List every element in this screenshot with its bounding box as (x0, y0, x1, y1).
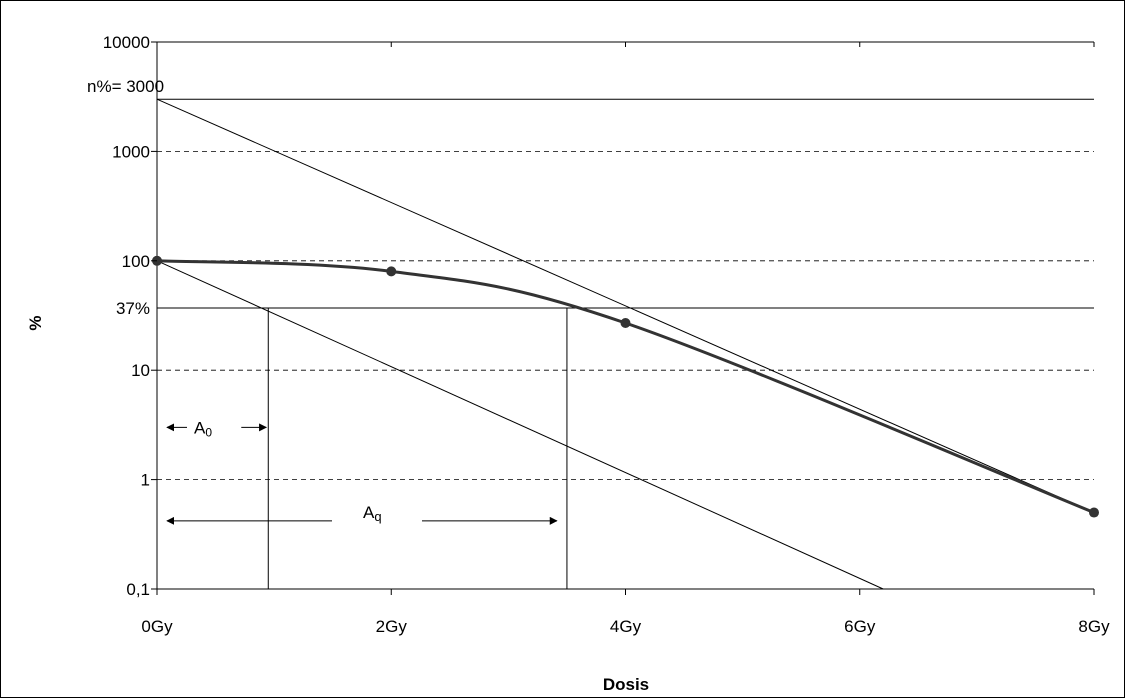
x-tick-label: 4Gy (610, 617, 642, 636)
data-point (1089, 507, 1099, 518)
A0-subscript: 0 (205, 425, 212, 439)
x-tick-label: 8Gy (1078, 617, 1110, 636)
x-tick-label: 6Gy (844, 617, 876, 636)
y-tick-label: 0,1 (126, 580, 150, 599)
survival-curve (156, 259, 1095, 514)
y-tick-label: 10000 (103, 33, 150, 52)
initial-slope-line (156, 260, 884, 590)
y-axis-title: % (26, 315, 45, 330)
n-reference-label: n%= 3000 (87, 77, 164, 96)
Aq-label: Aq (363, 503, 382, 524)
p37-reference-label: 37% (116, 299, 150, 318)
x-axis-title: Dosis (603, 675, 649, 694)
x-tick-label: 2Gy (376, 617, 408, 636)
data-point (620, 318, 631, 329)
extrapolated-slope-line (156, 98, 1095, 513)
x-tick-label: 0Gy (141, 617, 173, 636)
Aq-subscript: q (374, 509, 381, 524)
y-tick-label: 1000 (112, 142, 150, 161)
A0-label: A0 (194, 418, 212, 439)
y-tick-label: 1 (141, 471, 150, 490)
y-tick-label: 100 (122, 252, 150, 271)
y-tick-label: 10 (131, 361, 150, 380)
data-point (386, 266, 397, 277)
